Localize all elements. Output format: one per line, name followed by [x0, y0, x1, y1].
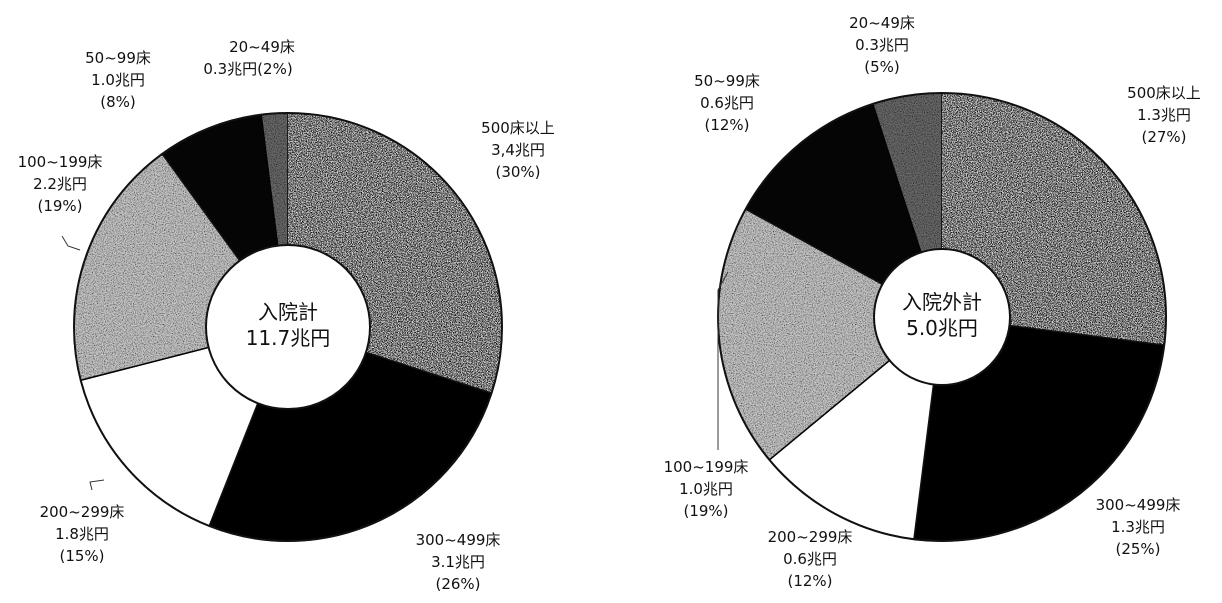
slice-pct: (15%): [59, 547, 104, 565]
slice-name: 500床以上: [1127, 84, 1201, 102]
slice-name: 20~49床: [229, 38, 295, 56]
slice-name: 200~299床: [768, 528, 853, 546]
slice-pct: (30%): [495, 163, 540, 181]
slice-pct: (12%): [704, 116, 749, 134]
slice-label: 500床以上 1.3兆円 (27%): [1127, 84, 1201, 146]
slice-pct: (19%): [683, 502, 728, 520]
slice-pct: (12%): [787, 572, 832, 590]
slice-label: 300~499床 3.1兆円 (26%): [416, 531, 501, 593]
slice-name: 500床以上: [481, 119, 555, 137]
center-label-line: 入院計: [258, 300, 318, 324]
slice-value: 0.3兆円: [203, 60, 257, 78]
slice-label: 20~49床 0.3兆円 (5%): [849, 14, 915, 76]
slice-name: 300~499床: [416, 531, 501, 549]
slice-pct: (2%): [257, 60, 293, 78]
slice-name: 50~99床: [694, 72, 760, 90]
slice-pct: (26%): [435, 575, 480, 593]
slice-pct: (25%): [1115, 540, 1160, 558]
slice-pct: (27%): [1141, 128, 1186, 146]
slice-name: 300~499床: [1096, 496, 1181, 514]
slice-label: 200~299床 0.6兆円 (12%): [768, 528, 853, 590]
slice-value: 3.1兆円: [431, 553, 485, 571]
slice-value: 1.3兆円: [1137, 106, 1191, 124]
donut-hole: [873, 248, 1011, 386]
leader-line: [89, 479, 105, 491]
slice-label: 50~99床 0.6兆円 (12%): [694, 72, 760, 134]
slice-pct: (8%): [100, 93, 136, 111]
slice-label: 100~199床 1.0兆円 (19%): [664, 458, 749, 520]
slice-label: 100~199床 2.2兆円 (19%): [18, 153, 103, 215]
slice-name: 100~199床: [18, 153, 103, 171]
leader-line: [717, 271, 729, 450]
slice-name: 20~49床: [849, 14, 915, 32]
slice-value: 2.2兆円: [33, 175, 87, 193]
slice-value: 1.0兆円: [679, 480, 733, 498]
slice-value: 1.0兆円: [91, 71, 145, 89]
slice-value: 0.6兆円: [700, 94, 754, 112]
leader-line: [61, 235, 81, 251]
slice-label: 300~499床 1.3兆円 (25%): [1096, 496, 1181, 558]
donut-hole: [205, 244, 371, 410]
slice-value: 3,4兆円: [491, 141, 545, 159]
donut-outline: [73, 112, 503, 542]
slice-value: 1.8兆円: [55, 525, 109, 543]
slice-name: 50~99床: [85, 49, 151, 67]
slice-label: 200~299床 1.8兆円 (15%): [40, 503, 125, 565]
center-label-line: 5.0兆円: [906, 316, 978, 340]
slice-value: 0.6兆円: [783, 550, 837, 568]
slice-name: 100~199床: [664, 458, 749, 476]
center-label-line: 11.7兆円: [246, 326, 331, 350]
slice-pct: (19%): [37, 197, 82, 215]
slice-name: 200~299床: [40, 503, 125, 521]
slice-value: 1.3兆円: [1111, 518, 1165, 536]
slice-value: 0.3兆円: [855, 36, 909, 54]
center-label-line: 入院外計: [902, 290, 982, 314]
slice-label: 50~99床 1.0兆円 (8%): [85, 49, 151, 111]
slice-label: 20~49床 0.3兆円(2%): [203, 38, 295, 78]
slice-label: 500床以上 3,4兆円 (30%): [481, 119, 555, 181]
slice-pct: (5%): [864, 58, 900, 76]
